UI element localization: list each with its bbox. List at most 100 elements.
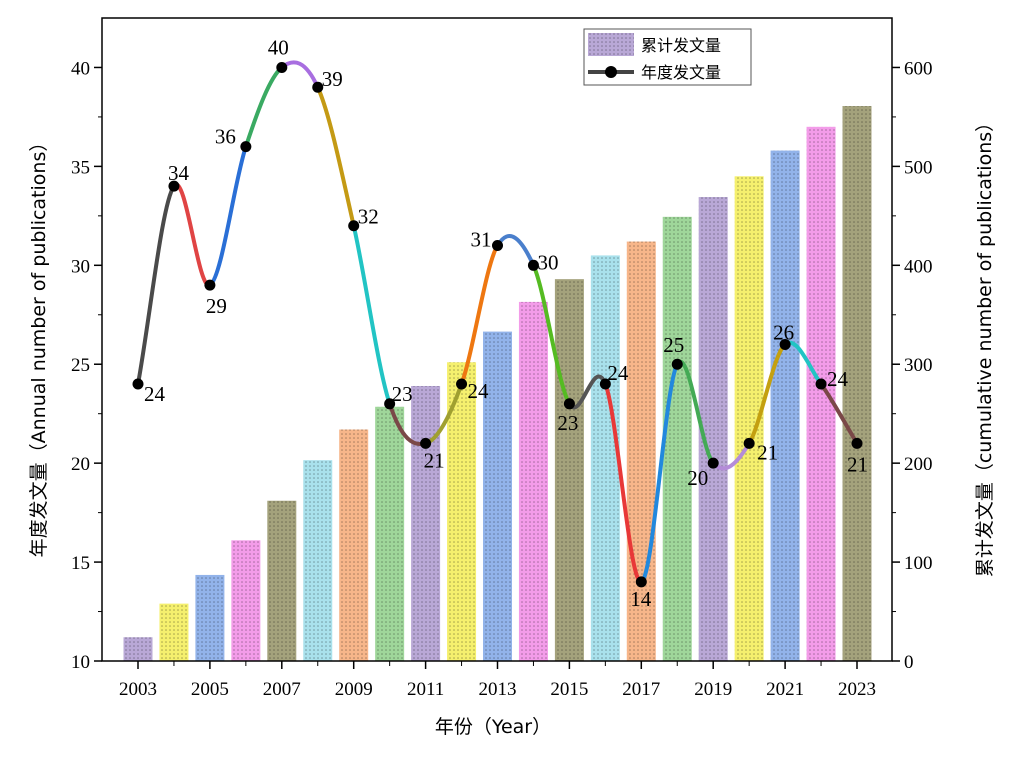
annual-data-label-2018: 25 [663,333,684,357]
y-left-tick-label: 40 [71,58,90,79]
annual-data-label-2017: 14 [630,587,652,611]
annual-data-label-2011: 21 [424,448,445,472]
annual-line-segment-2017-2018 [639,362,680,584]
cumulative-bar-texture-2016 [590,255,620,661]
annual-point-2005 [204,279,216,291]
legend-label-annual: 年度发文量 [641,63,721,82]
cumulative-bar-texture-2013 [483,331,512,661]
annual-data-label-2014: 30 [537,250,558,274]
y-left-axis-title: 年度发文量（Annual number of publications） [28,133,50,558]
cumulative-bar-texture-2021 [770,150,800,661]
annual-data-label-2022: 24 [827,367,849,391]
cumulative-bar-texture-2009 [339,429,369,661]
x-tick-label-2013: 2013 [479,679,517,700]
x-axis-title: 年份（Year） [435,716,551,738]
annual-data-label-2019: 20 [687,466,708,490]
cumulative-bar-texture-2014 [518,301,548,661]
y-right-tick-label: 100 [904,553,933,574]
annual-point-2012 [456,378,468,390]
annual-point-2021 [779,338,791,350]
annual-data-label-2006: 36 [215,125,236,149]
cumulative-bar-texture-2008 [303,460,333,661]
annual-point-2023 [851,437,863,449]
annual-line-segment-2014-2015 [531,263,572,406]
annual-data-labels: 24 34 29 36 40 39 32 23 21 24 31 30 23 24 14 25 20 21 26 24… [144,35,868,610]
cumulative-bars [123,106,872,662]
annual-data-label-2005: 29 [206,294,227,318]
annual-point-2017 [635,576,647,588]
y-right-axis-title: 累计发文量（cumulative number of publications） [974,113,996,577]
cumulative-bar-texture-2018 [662,216,692,661]
annual-data-label-2009: 32 [358,205,379,229]
annual-data-label-2020: 21 [757,440,778,464]
cumulative-bar-texture-2007 [267,500,297,661]
cumulative-bar-texture-2010 [375,406,405,661]
cumulative-bar-texture-2017 [626,241,656,661]
annual-point-2008 [312,81,324,93]
x-tick-label-2003: 2003 [119,679,157,700]
annual-point-2020 [743,437,755,449]
legend-marker-swatch [605,66,617,78]
annual-point-2006 [240,141,252,153]
annual-point-2019 [707,457,719,469]
annual-data-label-2010: 23 [392,382,413,406]
y-right-tick-label: 0 [904,652,914,673]
y-left-tick-label: 20 [71,454,90,475]
x-tick-label-2005: 2005 [191,679,229,700]
annual-line-segment-2013-2014 [495,234,536,268]
annual-point-2010 [384,398,396,410]
annual-data-label-2015: 23 [557,411,578,435]
annual-point-2009 [348,220,360,232]
y-left-tick-label: 30 [71,256,90,277]
y-right-tick-label: 200 [904,454,933,475]
annual-data-label-2004: 34 [168,161,190,185]
cumulative-bar-texture-2004 [159,603,189,661]
legend: 累计发文量 年度发文量 [583,28,752,86]
cumulative-bar-texture-2011 [411,385,441,661]
cumulative-bar-texture-2022 [806,126,836,662]
annual-line-segment-2008-2009 [315,85,356,228]
annual-point-2011 [420,437,432,449]
annual-data-label-2012: 24 [468,379,490,403]
annual-line-segment-2005-2006 [207,144,248,288]
y-right-tick-label: 600 [904,58,933,79]
y-left-tick-label: 35 [71,157,90,178]
annual-line-segment-2020-2021 [747,342,788,446]
cumulative-bar-texture-2023 [842,106,872,661]
annual-point-2015 [563,398,575,410]
legend-bar-swatch-texture [588,33,634,56]
x-tick-label-2015: 2015 [550,679,588,700]
y-right-tick-label: 300 [904,355,933,376]
annual-points [132,61,863,588]
annual-point-2013 [492,240,503,252]
x-tick-label-2011: 2011 [407,679,444,700]
cumulative-bar-texture-2015 [554,279,584,661]
annual-data-label-2003: 24 [144,382,166,406]
annual-line-segment-2016-2017 [603,382,644,584]
annual-data-label-2007: 40 [268,35,289,59]
annual-point-2018 [671,358,683,370]
y-left-tick-label: 10 [71,652,90,673]
annual-data-label-2008: 39 [322,67,343,91]
y-right-tick-label: 400 [904,256,933,277]
annual-line-segment-2012-2013 [459,243,500,387]
annual-point-2016 [599,378,611,390]
x-tick-label-2021: 2021 [766,679,804,700]
annual-data-label-2021: 26 [773,320,794,344]
annual-line-segment-2003-2004 [136,184,176,387]
x-tick-label-2019: 2019 [694,679,732,700]
y-right-tick-label: 500 [904,157,933,178]
cumulative-bar-texture-2006 [231,540,261,661]
annual-line-segment-2009-2010 [351,223,392,406]
annual-line-segment-2006-2007 [243,65,284,149]
annual-data-label-2023: 21 [847,452,868,476]
cumulative-bar-texture-2003 [123,637,153,661]
annual-data-label-2016: 24 [607,361,629,385]
annual-data-label-2013: 31 [471,228,492,252]
annual-line-segment-2022-2023 [819,382,859,446]
annual-point-2003 [132,378,144,390]
annual-point-2014 [527,259,539,271]
x-tick-label-2023: 2023 [838,679,876,700]
